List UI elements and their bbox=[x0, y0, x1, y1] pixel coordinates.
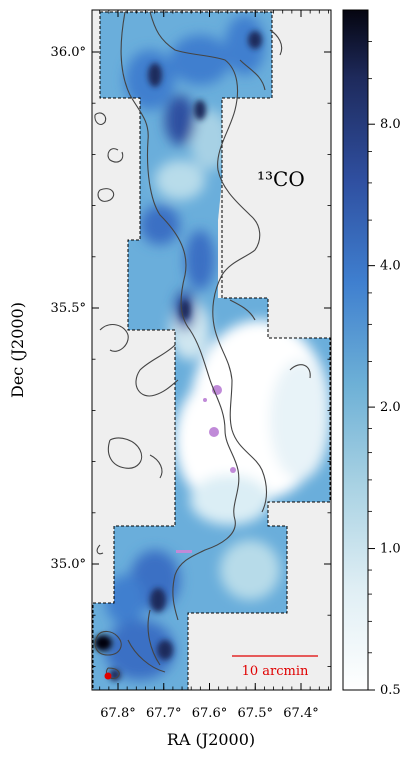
x-tick-label: 67.7° bbox=[146, 706, 181, 721]
colorbar-ticks: 0.5 1.0 2.0 4.0 8.0 bbox=[368, 41, 401, 698]
axes-frame bbox=[91, 9, 332, 691]
colorbar-gradient bbox=[342, 9, 369, 691]
molecule-annotation: ¹³CO bbox=[257, 167, 305, 191]
colorbar-tick-label: 0.5 bbox=[380, 683, 401, 698]
scale-bar-label: 10 arcmin bbox=[242, 664, 309, 679]
y-tick-label: 35.0° bbox=[51, 557, 86, 572]
colorbar-tick-label: 8.0 bbox=[380, 117, 401, 132]
colorbar: 0.5 1.0 2.0 4.0 8.0 bbox=[342, 9, 401, 698]
colorbar-tick-label: 1.0 bbox=[380, 542, 401, 557]
y-axis-title: Dec (J2000) bbox=[8, 302, 27, 398]
survey-border bbox=[92, 11, 331, 690]
x-tick-label: 67.5° bbox=[238, 706, 273, 721]
axis-ticks: 67.8° 67.7° 67.6° 67.5° 67.4° 35.0° 35.5° 36.0° bbox=[51, 10, 331, 721]
y-tick-label: 35.5° bbox=[51, 301, 86, 316]
x-tick-label: 67.4° bbox=[283, 706, 318, 721]
colorbar-tick-label: 4.0 bbox=[380, 259, 401, 274]
beam-marker bbox=[104, 672, 112, 680]
colorbar-tick-label: 2.0 bbox=[380, 400, 401, 415]
x-axis-title: RA (J2000) bbox=[167, 730, 255, 749]
x-tick-label: 67.8° bbox=[100, 706, 135, 721]
map-panel: 10 arcmin ¹³CO bbox=[92, 10, 331, 690]
contours bbox=[94, 11, 311, 679]
y-tick-label: 36.0° bbox=[51, 45, 86, 60]
x-tick-label: 67.6° bbox=[192, 706, 227, 721]
